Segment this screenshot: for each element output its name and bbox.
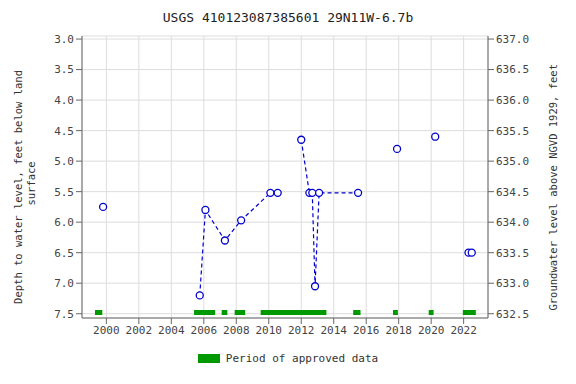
svg-text:635.5: 635.5 [496, 125, 529, 138]
svg-text:7.0: 7.0 [54, 277, 74, 290]
html-text:Groundwater level above NGVD 1: Groundwater level above NGVD 1929, feet [546, 63, 559, 311]
svg-text:635.0: 635.0 [496, 155, 529, 168]
svg-text:7.5: 7.5 [54, 308, 74, 321]
svg-text:4.5: 4.5 [54, 125, 74, 138]
svg-text:633.5: 633.5 [496, 247, 529, 260]
svg-text:2018: 2018 [385, 324, 412, 337]
svg-text:3.0: 3.0 [54, 33, 74, 46]
svg-text:3.5: 3.5 [54, 63, 74, 76]
svg-text:6.5: 6.5 [54, 247, 74, 260]
html-text:Depth to water level, feet bel: Depth to water level, feet below land su… [12, 70, 37, 304]
svg-text:2012: 2012 [288, 324, 315, 337]
svg-text:5.5: 5.5 [54, 186, 74, 199]
svg-text:4.0: 4.0 [54, 94, 74, 107]
svg-text:5.0: 5.0 [54, 155, 74, 168]
svg-text:2004: 2004 [158, 324, 185, 337]
svg-text:2020: 2020 [418, 324, 445, 337]
svg-text:2000: 2000 [93, 324, 120, 337]
svg-text:2006: 2006 [191, 324, 218, 337]
svg-text:636.0: 636.0 [496, 94, 529, 107]
html-text:USGS 410123087385601 29N11W-6.: USGS 410123087385601 29N11W-6.7b [162, 10, 414, 25]
svg-text:6.0: 6.0 [54, 216, 74, 229]
svg-text:2016: 2016 [353, 324, 380, 337]
svg-text:633.0: 633.0 [496, 277, 529, 290]
svg-text:632.5: 632.5 [496, 308, 529, 321]
svg-text:2022: 2022 [450, 324, 477, 337]
svg-text:634.5: 634.5 [496, 186, 529, 199]
svg-text:634.0: 634.0 [496, 216, 529, 229]
svg-text:2010: 2010 [256, 324, 283, 337]
svg-text:2002: 2002 [126, 324, 153, 337]
svg-text:637.0: 637.0 [496, 33, 529, 46]
svg-text:636.5: 636.5 [496, 63, 529, 76]
svg-text:2014: 2014 [320, 324, 347, 337]
html-text:Period of approved data: Period of approved data [225, 351, 379, 365]
svg-text:2008: 2008 [223, 324, 250, 337]
